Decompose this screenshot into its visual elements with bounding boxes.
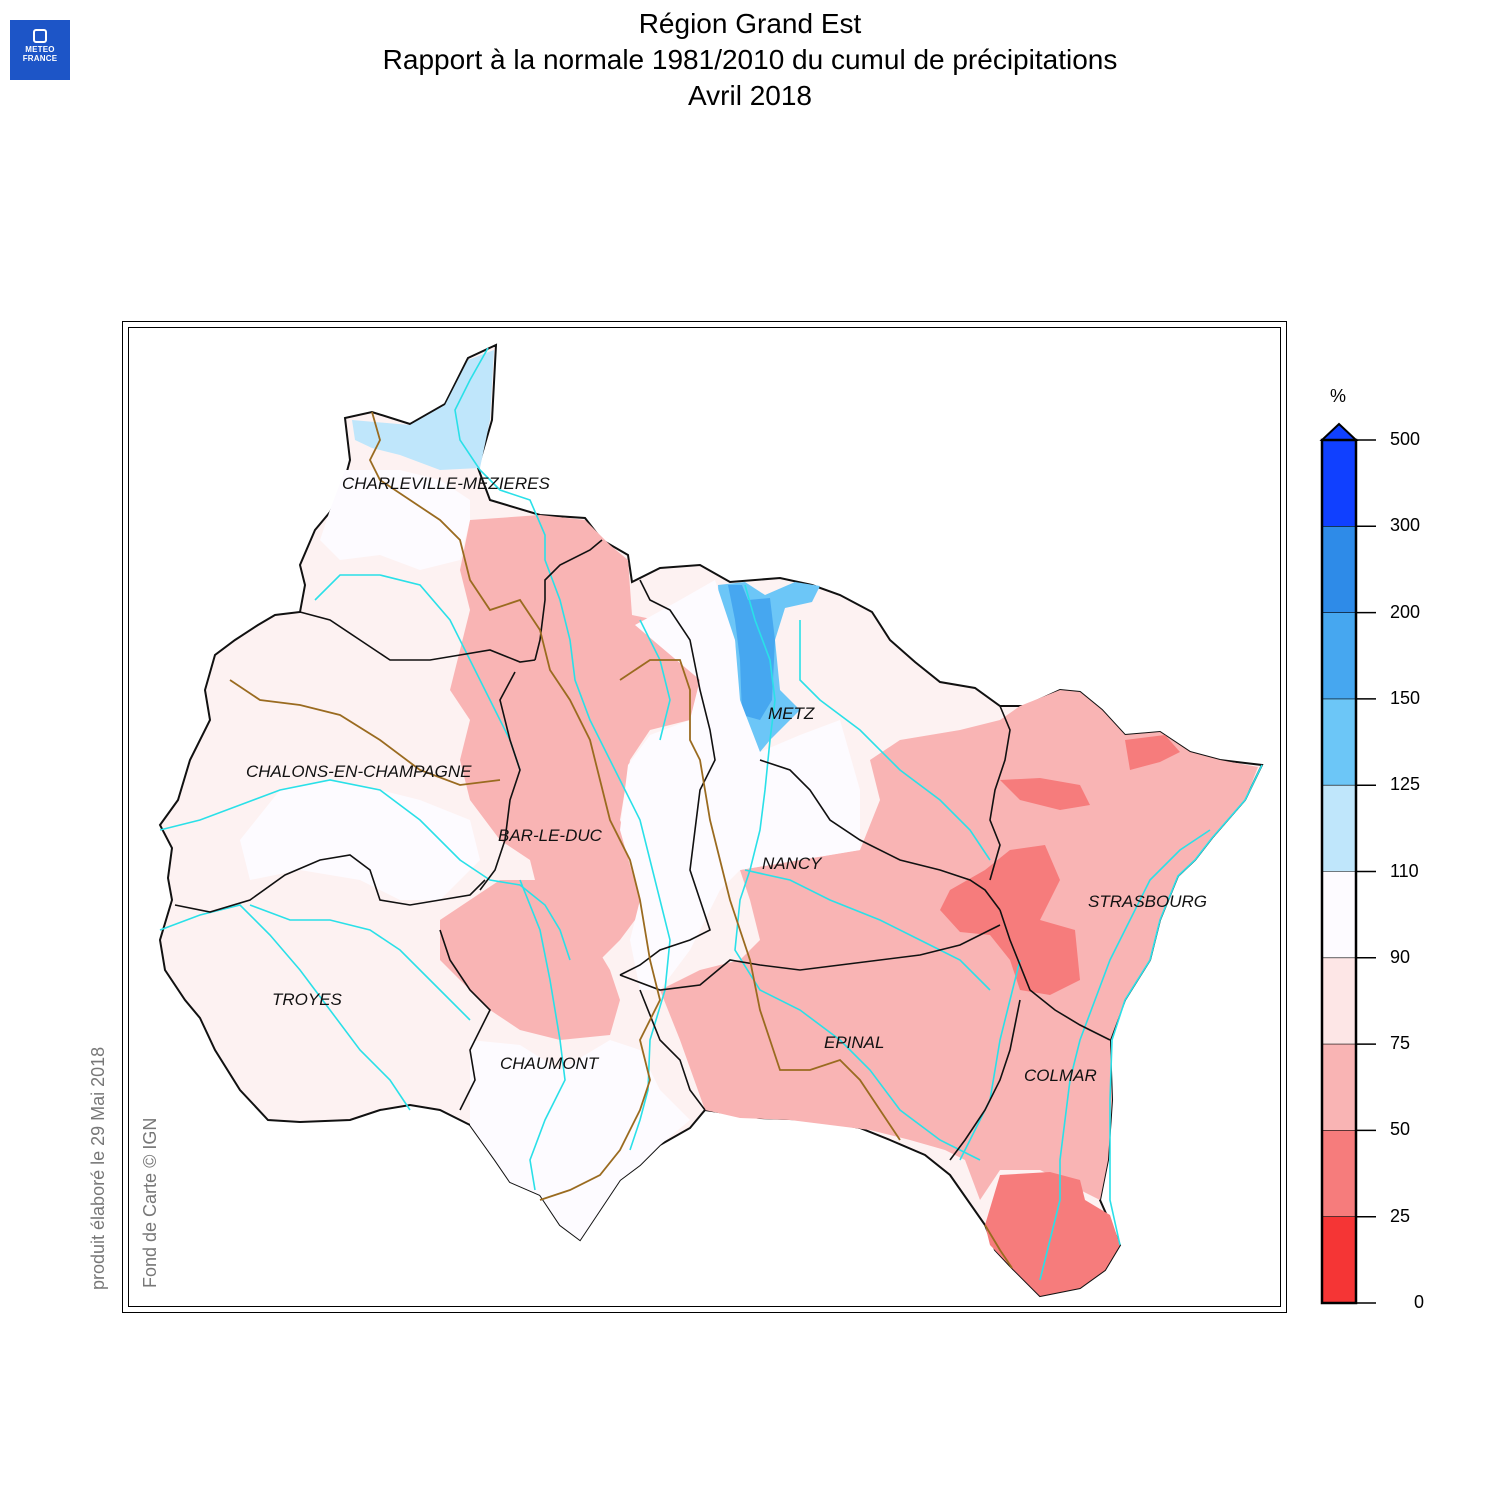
river-rhine [1109, 764, 1263, 1246]
city-label-troyes: TROYES [272, 990, 342, 1009]
boundary-marne-aube [174, 854, 486, 913]
legend-band [1322, 871, 1356, 959]
city-label-charleville: CHARLEVILLE-MEZIERES [342, 474, 550, 493]
legend-band [1322, 526, 1356, 614]
boundary-basrhin-hautrhin [999, 909, 1111, 1041]
map-title-period: Avril 2018 [687, 80, 812, 111]
legend-bands [1322, 440, 1356, 1304]
legend-band [1322, 1130, 1356, 1218]
city-label-colmar: COLMAR [1024, 1066, 1097, 1085]
map-frame [122, 321, 1287, 1313]
city-label-metz: METZ [768, 704, 815, 723]
zone-ardennes-normal [320, 470, 470, 570]
river-meuse-north [454, 347, 671, 1151]
city-label-strasbourg: STRASBOURG [1088, 892, 1208, 911]
map-title-region: Région Grand Est [638, 8, 862, 39]
city-label-epinal: EPINAL [824, 1033, 885, 1052]
city-label-nancy: NANCY [762, 854, 822, 873]
legend-tick-label: 75 [1390, 1033, 1411, 1054]
river-ill [1039, 829, 1211, 1281]
zone-ardennes-above-normal [352, 350, 494, 470]
boundary-champagne-lorraine [368, 411, 661, 1201]
legend-unit: % [1330, 386, 1347, 406]
boundary-vosges-mm [619, 924, 1001, 991]
legend-tick-label: 0 [1414, 1292, 1425, 1312]
legend-tick-label: 110 [1390, 860, 1419, 881]
legend-band [1322, 1216, 1356, 1304]
zone-alsace-north-half [1000, 778, 1090, 810]
legend-band [1322, 957, 1356, 1045]
river-vosges-trib [959, 959, 1021, 1161]
legend-overflow-arrow [1319, 422, 1359, 441]
city-label-chaumont: CHAUMONT [500, 1054, 599, 1073]
legend-band [1322, 698, 1356, 786]
boundary-hautemarne-vosges [639, 989, 706, 1111]
legend-tick-label: 25 [1390, 1205, 1411, 1226]
river-marne [159, 779, 571, 961]
river-haute-marne [519, 879, 566, 1191]
logo-icon [33, 29, 47, 43]
zone-south-normal [470, 1040, 690, 1240]
boundary-champagne-north [229, 679, 501, 786]
former-region-boundaries [229, 411, 1013, 1269]
city-label-barleduc: BAR-LE-DUC [498, 826, 602, 845]
zone-metz-normal [620, 580, 860, 990]
map-frame-inner [128, 327, 1281, 1307]
legend-tick-label: 300 [1390, 515, 1421, 536]
zone-south-alsace-half [985, 1172, 1120, 1296]
meteo-france-logo: METEO FRANCE [10, 20, 70, 80]
boundary-meuse-mm [619, 579, 716, 976]
boundary-ardennes-meuse [534, 539, 603, 661]
boundary-moselle-mm [759, 759, 1001, 911]
river-sarre [799, 620, 991, 861]
department-boundaries [174, 539, 1111, 1161]
legend-tick-marks [1356, 439, 1376, 1304]
boundary-lorraine-alsace-south [984, 1224, 1013, 1269]
legend-band [1322, 1044, 1356, 1131]
logo-line1: METEO [25, 45, 55, 54]
legend-outline [1320, 438, 1358, 1305]
legend-tick-label: 150 [1390, 687, 1421, 708]
zone-marne-normal [240, 780, 480, 900]
rivers [159, 347, 1263, 1281]
river-aube [249, 904, 471, 1021]
zone-alsace-north-east-half [1125, 735, 1180, 770]
boundary-ardennes-marne [299, 611, 536, 663]
legend-band [1322, 440, 1356, 527]
zone-metz-far-above [728, 585, 775, 720]
legend-band [1322, 785, 1356, 872]
river-moselle [734, 584, 981, 1161]
river-meurthe [744, 869, 991, 991]
boundary-aube-hautemarne [439, 929, 491, 1111]
boundary-marne-meuse [479, 671, 521, 891]
legend-band [1322, 612, 1356, 700]
boundary-lorraine-north [619, 659, 901, 1141]
river-aisne [314, 574, 521, 771]
boundary-vosges-hautrhin [949, 999, 1021, 1161]
logo-line2: FRANCE [22, 54, 58, 63]
zone-meuse-below [440, 880, 620, 1040]
city-label-chalons: CHALONS-EN-CHAMPAGNE [246, 762, 472, 781]
legend-tick-label: 50 [1390, 1119, 1411, 1140]
legend-tick-label: 125 [1390, 774, 1421, 795]
map-title-subject: Rapport à la normale 1981/2010 du cumul … [382, 44, 1118, 75]
boundary-moselle-basrhin [989, 705, 1011, 881]
river-argonne [639, 619, 671, 741]
legend-tick-label: 500 [1390, 429, 1421, 449]
legend-tick-label: 90 [1390, 946, 1411, 967]
legend-tick-label: 200 [1390, 601, 1421, 622]
